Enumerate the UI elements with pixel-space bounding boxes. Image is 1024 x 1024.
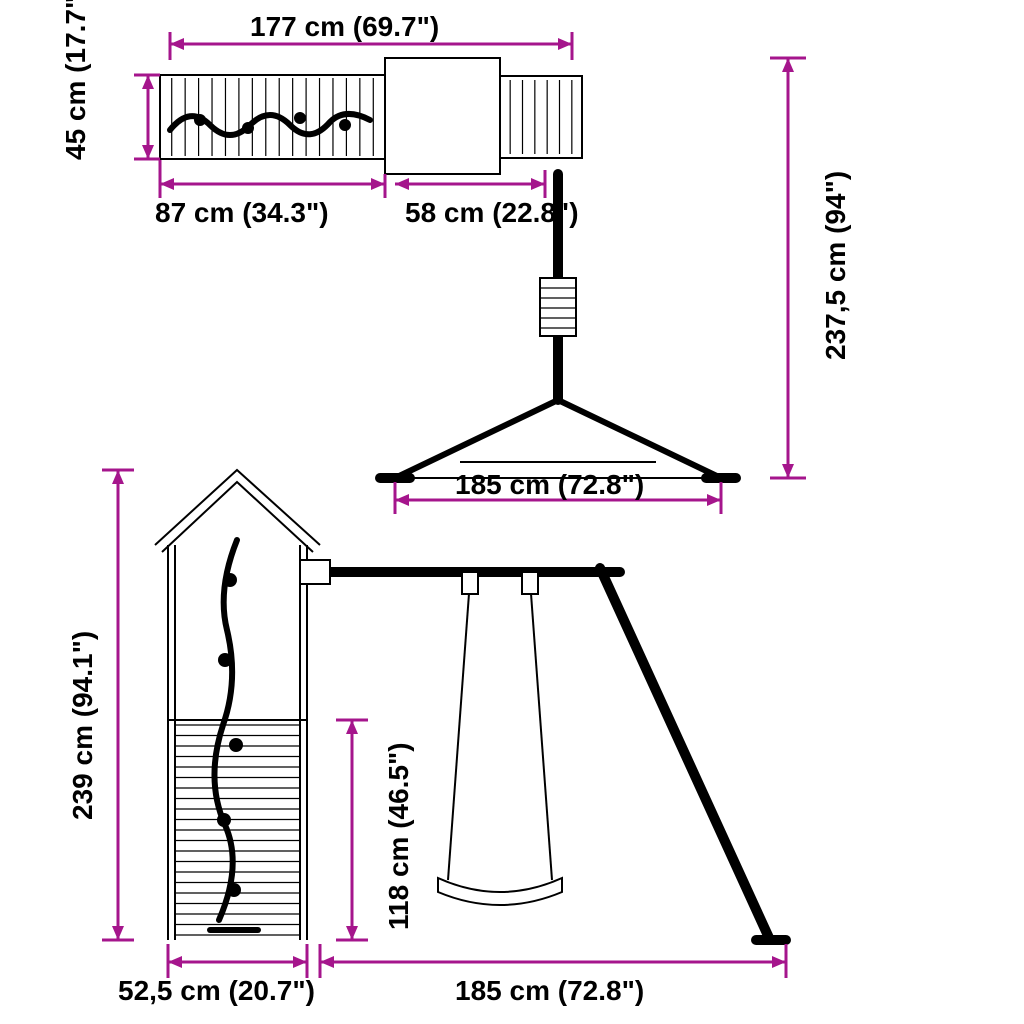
front-view (155, 470, 786, 940)
dim-top-height: 45 cm (17.7") (60, 0, 160, 160)
dim-top-seg-right: 58 cm (22.8") (395, 170, 579, 228)
lbl-tower-width: 52,5 cm (20.7") (118, 975, 315, 1006)
dim-swing-span: 185 cm (72.8") (320, 944, 786, 1006)
lbl-top-height: 45 cm (17.7") (60, 0, 91, 160)
dim-aframe-bottom: 185 cm (72.8") (395, 469, 721, 514)
dim-platform-h: 118 cm (46.5") (336, 720, 414, 940)
lbl-right-tall: 237,5 cm (94") (820, 171, 851, 360)
dim-top-seg-left: 87 cm (34.3") (155, 160, 385, 228)
lbl-top-width: 177 cm (69.7") (250, 11, 439, 42)
lbl-platform-h: 118 cm (46.5") (383, 742, 414, 930)
lbl-aframe-bottom: 185 cm (72.8") (455, 469, 644, 500)
lbl-seg-right: 58 cm (22.8") (405, 197, 579, 228)
dim-left-tall: 239 cm (94.1") (67, 470, 134, 940)
dim-tower-width: 52,5 cm (20.7") (118, 944, 315, 1006)
lbl-left-tall: 239 cm (94.1") (67, 631, 98, 820)
lbl-swing-span: 185 cm (72.8") (455, 975, 644, 1006)
plan-view (160, 58, 736, 478)
dim-right-tall: 237,5 cm (94") (770, 58, 851, 478)
dim-top-width: 177 cm (69.7") (170, 11, 572, 60)
lbl-seg-left: 87 cm (34.3") (155, 197, 329, 228)
